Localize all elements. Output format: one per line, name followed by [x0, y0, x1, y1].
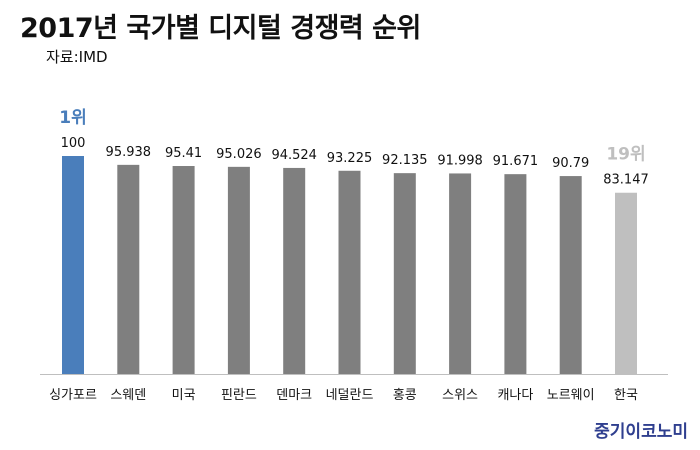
value-label: 94.524 — [271, 148, 317, 163]
value-label: 92.135 — [382, 153, 428, 168]
bar — [449, 173, 472, 374]
bar — [338, 170, 361, 374]
value-label: 91.671 — [493, 154, 539, 169]
bar — [559, 176, 582, 374]
x-tick-label: 스웨덴 — [110, 388, 146, 403]
value-label: 95.41 — [165, 146, 202, 161]
value-label: 93.225 — [327, 151, 373, 166]
x-tick-label: 노르웨이 — [547, 388, 595, 403]
x-tick-label: 캐나다 — [497, 388, 533, 403]
value-label: 95.026 — [216, 147, 262, 162]
bar — [172, 166, 195, 374]
bar — [117, 164, 140, 374]
bar — [283, 167, 306, 374]
x-tick-label: 미국 — [172, 388, 196, 403]
x-tick-label: 핀란드 — [221, 388, 257, 403]
bars-group: 100 싱가포르 95.938 스웨덴 95.41 미국 95.026 핀란드 94.524 덴마… — [49, 108, 649, 403]
bar — [393, 173, 416, 374]
bar — [62, 156, 84, 374]
x-tick-label: 홍콩 — [393, 388, 417, 403]
bar — [227, 166, 250, 374]
value-label: 83.147 — [603, 173, 649, 188]
value-label: 95.938 — [106, 145, 152, 160]
rank-annotation: 19위 — [606, 145, 645, 165]
bar — [615, 192, 637, 374]
value-label: 90.79 — [552, 156, 589, 171]
x-tick-label: 싱가포르 — [49, 388, 97, 403]
brand-logo: 중기이코노미 — [594, 422, 688, 442]
rank-annotation: 1위 — [59, 108, 86, 128]
chart-title: 2017년 국가별 디지털 경쟁력 순위 — [20, 13, 421, 44]
value-label: 91.998 — [437, 153, 483, 168]
x-tick-label: 덴마크 — [276, 388, 312, 403]
x-tick-label: 스위스 — [442, 388, 478, 403]
x-tick-label: 한국 — [614, 388, 638, 403]
bar — [504, 174, 527, 374]
value-label: 100 — [61, 136, 86, 151]
x-tick-label: 네덜란드 — [326, 388, 374, 403]
source-label: 자료:IMD — [46, 48, 108, 66]
